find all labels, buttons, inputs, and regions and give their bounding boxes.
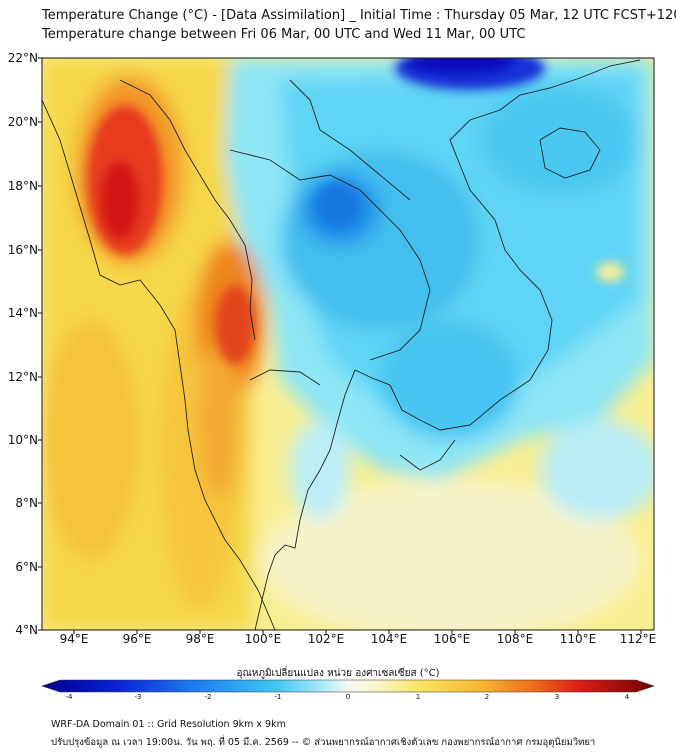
footer-update-info: ปรับปรุงข้อมูล ณ เวลา 19:00น. วัน พฤ. ที… bbox=[51, 737, 596, 748]
lat-label: 18°N bbox=[7, 179, 38, 193]
coastlines-borders bbox=[42, 59, 641, 630]
lon-label: 96°E bbox=[122, 632, 152, 646]
colorbar-tick: -1 bbox=[274, 693, 282, 701]
map-svg bbox=[38, 57, 655, 693]
chart-title-line1: Temperature Change (°C) - [Data Assimila… bbox=[42, 8, 676, 23]
lat-label: 4°N bbox=[15, 623, 38, 637]
lon-label: 98°E bbox=[185, 632, 215, 646]
lat-label: 20°N bbox=[7, 115, 38, 129]
lon-label: 104°E bbox=[370, 632, 408, 646]
lat-label: 12°N bbox=[7, 370, 38, 384]
footer-model-info: WRF-DA Domain 01 :: Grid Resolution 9km … bbox=[51, 719, 286, 730]
lat-label: 16°N bbox=[7, 243, 38, 257]
map-container bbox=[38, 57, 655, 693]
lat-label: 14°N bbox=[7, 306, 38, 320]
lat-label: 8°N bbox=[15, 496, 38, 510]
temperature-field bbox=[42, 58, 654, 630]
colorbar-tick: -2 bbox=[204, 693, 212, 701]
lon-label: 106°E bbox=[433, 632, 471, 646]
colorbar bbox=[41, 679, 655, 693]
lon-label: 94°E bbox=[59, 632, 89, 646]
map-frame bbox=[41, 57, 655, 631]
colorbar-title: อุณหภูมิเปลี่ยนแปลง หน่วย องศาเซลเซียส (… bbox=[236, 668, 440, 679]
axis-ticks bbox=[38, 57, 642, 634]
colorbar-tick: 2 bbox=[484, 693, 490, 701]
colorbar-tick: -4 bbox=[65, 693, 73, 701]
colorbar-tick: 1 bbox=[415, 693, 421, 701]
lon-label: 108°E bbox=[496, 632, 534, 646]
lon-label: 100°E bbox=[244, 632, 282, 646]
colorbar-tick: 4 bbox=[624, 693, 630, 701]
chart-title-line2: Temperature change between Fri 06 Mar, 0… bbox=[42, 27, 526, 42]
lon-label: 112°E bbox=[619, 632, 657, 646]
lon-label: 110°E bbox=[559, 632, 597, 646]
colorbar-tick: 3 bbox=[554, 693, 560, 701]
lat-label: 6°N bbox=[15, 560, 38, 574]
colorbar-tick: -3 bbox=[134, 693, 142, 701]
colorbar-tick: 0 bbox=[345, 693, 351, 701]
lat-label: 10°N bbox=[7, 433, 38, 447]
lat-label: 22°N bbox=[7, 51, 38, 65]
lon-label: 102°E bbox=[307, 632, 345, 646]
